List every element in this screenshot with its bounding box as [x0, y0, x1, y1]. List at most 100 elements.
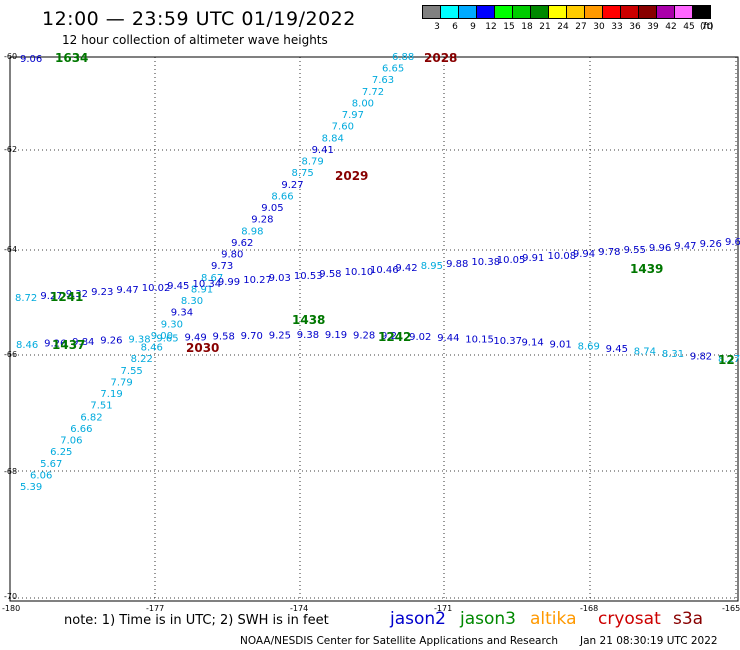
- swh-value: 8.72: [15, 293, 37, 304]
- swh-value: 8.69: [578, 342, 600, 353]
- swh-value: 5.39: [20, 482, 42, 493]
- swh-value: 9.65: [156, 333, 178, 344]
- swh-value: 9.19: [325, 330, 347, 341]
- map-title: 12:00 — 23:59 UTC 01/19/2022: [42, 8, 356, 30]
- swh-value: 10.34: [193, 279, 222, 290]
- swh-value: 9.55: [624, 245, 646, 256]
- scale-label-39: 39: [647, 22, 659, 32]
- swh-value: 7.06: [60, 436, 82, 447]
- swh-value: 9.45: [606, 344, 628, 355]
- swh-value: 9.27: [281, 180, 303, 191]
- credit-line: NOAA/NESDIS Center for Satellite Applica…: [240, 635, 558, 647]
- lat-label-66: -66: [4, 350, 18, 359]
- swh-value: 9.25: [269, 330, 291, 341]
- lat-label-62: -62: [4, 145, 18, 154]
- scale-label-9: 9: [470, 22, 476, 32]
- scale-label-33: 33: [611, 22, 623, 32]
- lat-label-70: -70: [4, 592, 18, 601]
- map-subtitle: 12 hour collection of altimeter wave hei…: [62, 33, 328, 47]
- swh-value: 7.97: [342, 110, 364, 121]
- swh-value: 8.67: [201, 273, 223, 284]
- swh-value: 6.82: [80, 412, 102, 423]
- swh-value: 9.49: [184, 332, 206, 343]
- lon-label-171: -171: [434, 604, 453, 613]
- swh-value: 10.08: [548, 251, 577, 262]
- legend-altika: altika: [530, 609, 577, 629]
- swh-value: 9.28: [353, 331, 375, 342]
- swh-value: 9.94: [573, 249, 595, 260]
- swh-value: 9.84: [72, 337, 94, 348]
- time-label: 12: [718, 353, 735, 367]
- swh-value: 10.15: [465, 334, 494, 345]
- map-frame: [9, 56, 739, 602]
- swh-value: 9.41: [312, 145, 334, 156]
- swh-value: 9.99: [218, 277, 240, 288]
- swh-value: 9.44: [437, 333, 459, 344]
- swh-value: 7.60: [332, 122, 354, 133]
- lat-label-60: -60: [4, 52, 18, 61]
- swh-value: 9.47: [674, 241, 696, 252]
- scale-label-6: 6: [452, 22, 458, 32]
- swh-value: 9.82: [690, 351, 712, 362]
- swh-value: 7.55: [121, 366, 143, 377]
- legend-jason3: jason3: [460, 609, 516, 629]
- swh-value: 6.66: [70, 424, 92, 435]
- swh-value: 9.96: [649, 243, 671, 254]
- swh-value: 9.62: [231, 238, 253, 249]
- swh-value: 8.91: [191, 284, 213, 295]
- swh-value: 7.79: [110, 377, 132, 388]
- swh-value: 8.30: [181, 296, 203, 307]
- swh-value: 9.32: [66, 289, 88, 300]
- swh-value: 6.06: [30, 470, 52, 481]
- scale-label-21: 21: [539, 22, 551, 32]
- scale-label-18: 18: [521, 22, 533, 32]
- swh-value: 7.19: [100, 389, 122, 400]
- generated-timestamp: Jan 21 08:30:19 UTC 2022: [580, 635, 718, 647]
- legend-jason2: jason2: [390, 609, 446, 629]
- swh-value: 9.14: [521, 338, 543, 349]
- time-label: 1437: [52, 338, 85, 352]
- swh-value: 9.23: [91, 287, 113, 298]
- scale-label-15: 15: [503, 22, 515, 32]
- swh-value: 9.47: [116, 285, 138, 296]
- swh-value: 8.98: [241, 226, 263, 237]
- swh-value: 6.25: [50, 447, 72, 458]
- swh-value: 9.00: [151, 331, 173, 342]
- time-label: 2028: [424, 51, 457, 65]
- swh-value: 9.88: [446, 259, 468, 270]
- swh-value: 9.34: [171, 308, 193, 319]
- scale-label-45: 45: [683, 22, 695, 32]
- swh-value: 9.78: [598, 247, 620, 258]
- swh-value: 8.22: [131, 354, 153, 365]
- swh-value: 9.38: [297, 330, 319, 341]
- swh-value: 9.26: [44, 339, 66, 350]
- swh-value: 10.38: [471, 257, 500, 268]
- scale-label-30: 30: [593, 22, 605, 32]
- lat-label-64: -64: [4, 245, 18, 254]
- swh-value: 5.67: [40, 459, 62, 470]
- swh-value: 8.31: [662, 349, 684, 360]
- time-label: 1438: [292, 313, 325, 327]
- swh-value: 10.10: [345, 267, 374, 278]
- swh-value: 9.26: [100, 336, 122, 347]
- swh-value: 9.27: [40, 291, 62, 302]
- lon-label-165: -165: [722, 604, 740, 613]
- swh-value: 10.37: [493, 336, 522, 347]
- legend-s3a: s3a: [673, 609, 704, 629]
- swh-value: 9.42: [395, 263, 417, 274]
- footer-note: note: 1) Time is in UTC; 2) SWH is in fe…: [64, 613, 329, 628]
- swh-value: 9.58: [213, 331, 235, 342]
- swh-value: 10.02: [142, 283, 171, 294]
- swh-value: 9.01: [550, 340, 572, 351]
- swh-value: 9.30: [161, 319, 183, 330]
- swh-value: 6.88: [392, 52, 414, 63]
- swh-value: 9.38: [128, 334, 150, 345]
- scale-label-3: 3: [434, 22, 440, 32]
- scale-label-70: 70: [701, 22, 713, 32]
- swh-value: 10.46: [370, 265, 399, 276]
- swh-value: 6.65: [382, 64, 404, 75]
- swh-value: 8.00: [352, 98, 374, 109]
- swh-value: 10.53: [294, 271, 323, 282]
- swh-value: 9.80: [221, 250, 243, 261]
